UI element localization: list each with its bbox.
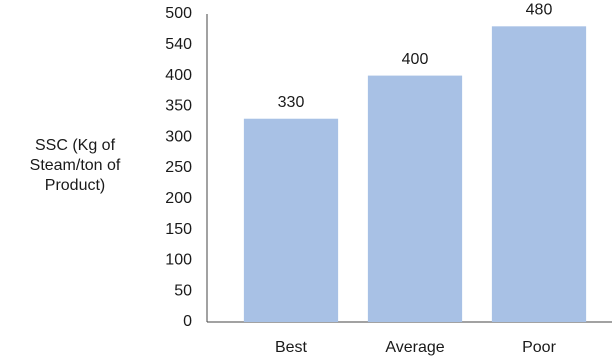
y-tick-label: 400	[165, 67, 192, 84]
y-axis-label: SSC (Kg of Steam/ton of Product)	[29, 137, 121, 194]
y-tick-label: 100	[165, 252, 192, 269]
y-tick-label: 150	[165, 221, 192, 238]
bar	[491, 26, 587, 322]
bar	[367, 75, 463, 322]
y-tick-label: 0	[183, 313, 192, 330]
data-label: 480	[526, 2, 553, 19]
y-tick-label: 540	[165, 36, 192, 53]
y-tick-label: 500	[165, 5, 192, 22]
x-tick-label: Average	[385, 339, 444, 356]
data-label: 330	[278, 94, 305, 111]
x-tick-label: Poor	[522, 339, 556, 356]
data-label: 400	[402, 51, 429, 68]
y-tick-label: 50	[174, 282, 192, 299]
bar	[243, 118, 339, 322]
x-tick-label: Best	[275, 339, 308, 356]
y-tick-label: 250	[165, 159, 192, 176]
y-tick-label: 300	[165, 128, 192, 145]
y-tick-label: 350	[165, 98, 192, 115]
y-tick-label: 200	[165, 190, 192, 207]
